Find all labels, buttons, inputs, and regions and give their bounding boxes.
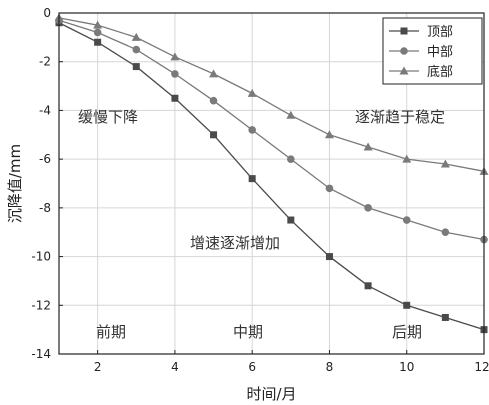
y-tick-label: -10: [31, 250, 51, 264]
data-point: [131, 32, 141, 41]
data-point: [286, 110, 296, 119]
y-axis-title: 沉降值/mm: [6, 144, 24, 223]
x-tick-label: 8: [326, 360, 334, 374]
series-line: [58, 19, 485, 241]
data-point: [402, 154, 412, 163]
annotation-label: 前期: [96, 323, 126, 341]
data-point: [287, 155, 295, 163]
data-point: [287, 216, 295, 224]
y-tick-label: -2: [39, 55, 51, 69]
y-tick-label: -8: [39, 201, 51, 215]
data-point: [325, 253, 333, 261]
legend-item: 中部: [389, 45, 453, 60]
data-point: [171, 94, 179, 102]
tick-labels: 2 4 6 8 10 12 0 -2 -4 -6 -8 -10 -12 -14: [31, 6, 489, 374]
data-point: [441, 313, 449, 321]
data-point: [324, 130, 334, 139]
data-point: [170, 52, 180, 61]
y-tick-label: 0: [43, 6, 51, 20]
data-point: [93, 28, 102, 37]
legend-label: 底部: [427, 64, 453, 80]
legend-marker: [399, 66, 409, 75]
series-1: [55, 19, 488, 334]
x-tick-label: 4: [171, 360, 179, 374]
y-tick-label: -14: [31, 347, 51, 361]
series-3: [54, 13, 489, 175]
grid: [59, 13, 484, 354]
annotation-label: 缓慢下降: [78, 108, 138, 126]
data-point: [209, 96, 218, 105]
legend-label: 中部: [427, 45, 453, 60]
data-point: [209, 69, 219, 78]
legend-marker: [400, 47, 408, 55]
x-tick-label: 2: [94, 360, 102, 374]
data-point: [441, 228, 450, 237]
data-point: [402, 216, 411, 224]
annotation-label: 中期: [233, 323, 263, 341]
series-line: [58, 17, 485, 172]
legend-label: 顶部: [427, 25, 453, 40]
plot-border: [58, 12, 485, 355]
annotation-label: 增速逐渐增加: [190, 234, 280, 252]
legend-item: 顶部: [389, 25, 453, 40]
data-point: [247, 88, 257, 97]
data-point: [440, 159, 450, 168]
series-layer: [54, 13, 489, 334]
x-tick-label: 12: [474, 360, 489, 374]
x-axis-title: 时间/月: [246, 385, 296, 403]
data-point: [364, 204, 372, 212]
data-point: [364, 282, 372, 290]
plot-frame: [58, 12, 485, 355]
annotation-label: 逐渐趋于稳定: [355, 108, 445, 126]
y-tick-label: -6: [39, 152, 51, 166]
x-tick-label: 6: [248, 360, 256, 374]
series-line: [58, 22, 485, 331]
data-point: [325, 184, 334, 193]
data-point: [248, 175, 256, 183]
data-point: [171, 70, 179, 78]
y-tick-label: -12: [31, 298, 51, 312]
legend-marker: [400, 27, 408, 35]
data-point: [363, 142, 373, 151]
data-point: [132, 63, 140, 71]
data-point: [210, 131, 218, 139]
data-point: [94, 38, 102, 46]
x-tick-label: 10: [399, 360, 414, 374]
data-point: [248, 126, 256, 134]
data-point: [403, 301, 411, 309]
legend-item: 底部: [389, 64, 453, 80]
data-point: [132, 45, 141, 54]
annotation-label: 后期: [392, 323, 422, 341]
y-tick-label: -4: [39, 103, 51, 117]
data-point: [93, 20, 103, 29]
